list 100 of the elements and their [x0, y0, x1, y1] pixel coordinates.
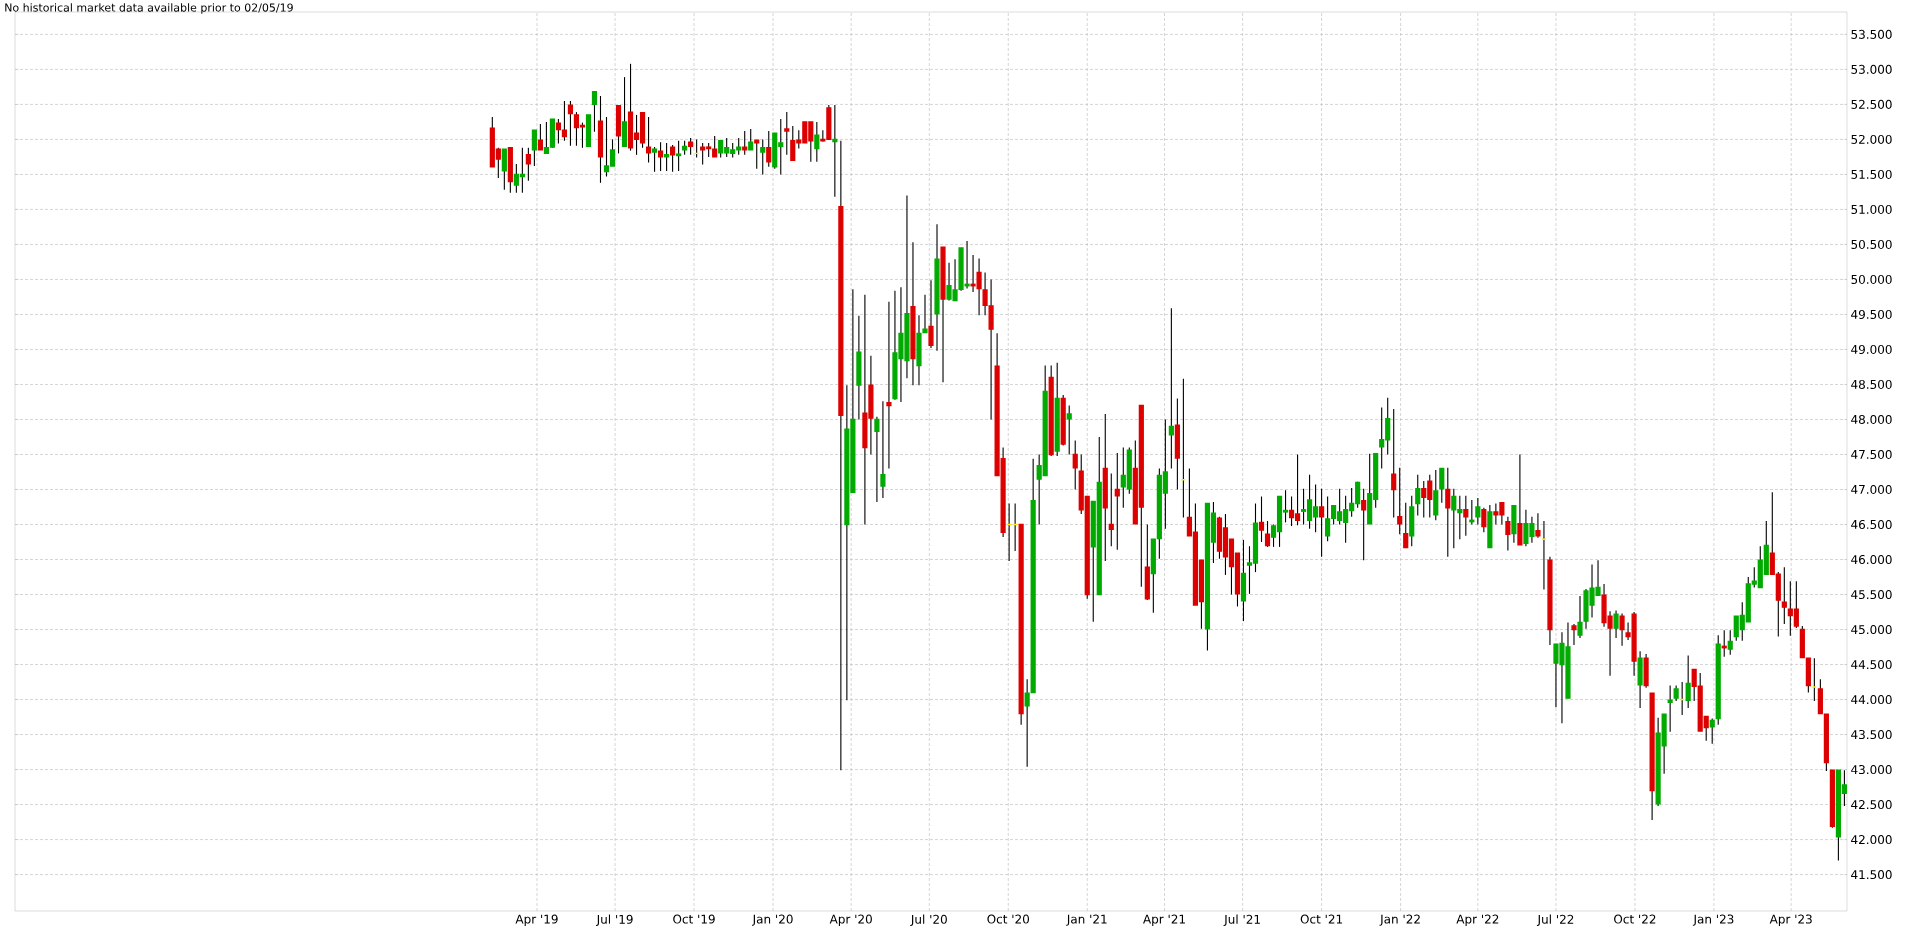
- candlestick: [1685, 654, 1691, 709]
- candlestick: [657, 141, 664, 172]
- candlestick: [712, 135, 718, 158]
- x-tick-label: Oct '22: [1614, 914, 1656, 924]
- y-tick-label: 43.500: [1851, 730, 1892, 740]
- x-tick-label: Jan '20: [751, 914, 793, 926]
- y-tick-label: 43.000: [1851, 765, 1892, 775]
- x-tick-label: Apr '22: [1456, 914, 1499, 926]
- candlestick: [1072, 439, 1078, 491]
- candlestick: [567, 100, 574, 147]
- candlestick: [754, 139, 760, 170]
- candlestick: [874, 416, 880, 503]
- candlestick: [1667, 684, 1673, 733]
- candlestick: [501, 148, 507, 191]
- candlestick: [537, 123, 543, 151]
- candlestick: [645, 116, 652, 164]
- candlestick: [1445, 467, 1451, 558]
- x-tick-label: Jan '21: [1066, 914, 1107, 926]
- candlestick: [748, 128, 754, 151]
- candlestick: [561, 100, 568, 142]
- candlestick: [591, 91, 598, 133]
- candlestick: [1463, 495, 1469, 537]
- candlestick: [1517, 453, 1523, 546]
- candlestick: [1264, 520, 1271, 548]
- x-tick-label: Apr '20: [829, 914, 872, 926]
- y-tick-label: 51.000: [1851, 204, 1892, 214]
- candlestick: [525, 147, 531, 182]
- candlestick: [1577, 595, 1583, 639]
- candlestick: [1114, 452, 1120, 551]
- candlestick: [1415, 474, 1421, 516]
- y-tick-label: 41.500: [1851, 870, 1892, 880]
- y-tick-label: 52.500: [1851, 99, 1892, 109]
- candlestick: [676, 140, 682, 172]
- candlestick: [742, 130, 748, 156]
- y-tick-label: 45.000: [1851, 624, 1892, 635]
- y-tick-label: 47.000: [1851, 484, 1892, 495]
- candlestick: [1319, 488, 1325, 558]
- x-tick-label: Apr '19: [515, 914, 558, 926]
- candlestick: [784, 111, 790, 156]
- y-tick-label: 44.500: [1851, 659, 1892, 670]
- candlestick: [1781, 566, 1787, 625]
- candlestick: [766, 130, 772, 168]
- candlestick: [832, 104, 838, 198]
- y-tick-label: 48.000: [1851, 414, 1892, 425]
- candlestick: [670, 144, 676, 173]
- y-tick-label: 45.500: [1851, 589, 1892, 600]
- y-tick-label: 46.500: [1851, 519, 1892, 530]
- y-tick-label: 46.000: [1851, 554, 1892, 565]
- y-tick-label: 48.500: [1851, 379, 1892, 390]
- candlestick: [880, 400, 886, 499]
- candlestick: [1439, 467, 1445, 504]
- y-tick-label: 50.000: [1851, 274, 1892, 284]
- candlestick: [922, 294, 928, 334]
- y-tick-label: 53.500: [1851, 29, 1892, 39]
- x-tick-label: Jul '20: [910, 914, 947, 927]
- candlestick: [664, 142, 670, 172]
- candlestick: [1066, 404, 1072, 456]
- x-tick-label: Jan '22: [1379, 914, 1420, 926]
- candlestick: [1397, 467, 1403, 535]
- x-tick-label: Jul '19: [596, 914, 633, 927]
- candlestick: [1361, 488, 1367, 561]
- candlestick: [1571, 623, 1577, 646]
- y-tick-label: 44.000: [1851, 695, 1892, 705]
- candlestick: [1433, 469, 1439, 521]
- x-tick-label: Jan '23: [1692, 914, 1734, 926]
- x-tick-label: Apr '23: [1769, 914, 1812, 926]
- candlestick: [928, 279, 934, 349]
- x-tick-label: Jul '22: [1536, 914, 1574, 927]
- candlestick: [1168, 307, 1174, 470]
- candlestick: [1727, 629, 1733, 656]
- candlestick: [1505, 516, 1511, 551]
- candlestick: [555, 118, 562, 145]
- candlestick: [1535, 512, 1541, 539]
- x-tick-label: Apr '21: [1143, 914, 1185, 926]
- candlestick: [1403, 502, 1409, 549]
- candlestick: [886, 301, 892, 470]
- y-tick-label: 49.500: [1851, 309, 1892, 319]
- y-tick-label: 49.000: [1851, 344, 1892, 354]
- candlestick: [1108, 472, 1114, 547]
- candlestick: [1024, 678, 1030, 768]
- y-tick-label: 47.500: [1851, 449, 1892, 460]
- candlestick: [1709, 717, 1715, 745]
- y-tick-label: 51.500: [1851, 169, 1892, 179]
- y-tick-label: 50.500: [1851, 239, 1892, 249]
- candlestick: [651, 146, 658, 173]
- annotation: No historical market data available prior to 02/05/19: [5, 3, 293, 14]
- y-tick-label: 53.000: [1851, 64, 1892, 74]
- candlestick: [1475, 497, 1481, 526]
- x-tick-label: Oct '20: [987, 914, 1030, 924]
- candlestick: [1481, 507, 1487, 533]
- x-tick-label: Jul '21: [1223, 914, 1260, 927]
- y-tick-label: 52.000: [1851, 134, 1892, 144]
- y-tick-label: 42.500: [1851, 800, 1892, 810]
- candlestick: [814, 121, 820, 163]
- y-tick-label: 42.000: [1851, 835, 1892, 845]
- x-tick-label: Oct '21: [1300, 914, 1343, 924]
- x-tick-label: Oct '19: [673, 914, 715, 924]
- candlestick: [1258, 495, 1265, 543]
- candlestick: [1613, 610, 1619, 639]
- candlestick: [531, 129, 537, 167]
